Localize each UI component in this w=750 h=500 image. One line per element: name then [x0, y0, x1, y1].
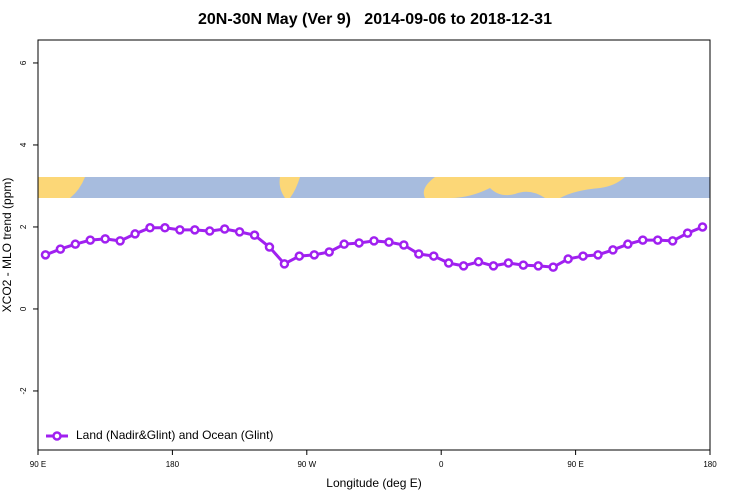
point: [682, 228, 693, 238]
point: [219, 224, 230, 234]
point: [548, 262, 558, 272]
y-tick-label: 2: [19, 224, 28, 229]
point: [85, 235, 96, 245]
chart-title: 20N-30N May (Ver 9) 2014-09-06 to 2018-1…: [198, 11, 552, 28]
legend-label: Land (Nadir&Glint) and Ocean (Glint): [76, 428, 273, 442]
y-axis-label: XCO2 - MLO trend (ppm): [0, 178, 14, 313]
point: [593, 250, 603, 260]
y-tick-label: 4: [19, 142, 28, 147]
map-strip: [38, 177, 710, 198]
point: [294, 251, 305, 261]
point: [488, 261, 499, 271]
point: [354, 238, 364, 248]
point: [100, 234, 110, 244]
point: [518, 260, 529, 270]
x-tick-label: 90 E: [30, 460, 46, 469]
point: [130, 229, 140, 239]
point: [667, 236, 678, 246]
point: [40, 250, 51, 260]
point: [473, 257, 484, 267]
y-tick-label: -2: [19, 387, 28, 395]
point: [697, 222, 708, 232]
point: [279, 259, 290, 269]
point: [70, 239, 81, 249]
x-axis-label: Longitude (deg E): [326, 476, 421, 490]
point: [578, 251, 588, 261]
point: [652, 235, 663, 245]
x-tick-label: 0: [439, 460, 444, 469]
point: [563, 254, 573, 264]
point: [533, 261, 544, 271]
point: [503, 258, 514, 268]
y-tick-label: 6: [19, 60, 28, 65]
point: [623, 239, 633, 249]
point: [458, 261, 469, 271]
point: [55, 244, 66, 254]
point: [384, 237, 394, 247]
point: [204, 226, 215, 236]
x-tick-label: 180: [166, 460, 180, 469]
y-tick-label: 0: [19, 306, 28, 311]
plot-frame: [37, 39, 711, 451]
legend-marker: [52, 431, 62, 441]
point: [369, 236, 379, 246]
point: [234, 227, 245, 237]
point: [175, 225, 185, 235]
point: [190, 225, 200, 235]
point: [160, 223, 170, 233]
x-tick-label: 90 W: [297, 460, 316, 469]
point: [339, 239, 349, 249]
point: [638, 235, 648, 245]
point: [414, 249, 424, 259]
line: [44, 225, 704, 269]
point: [264, 242, 275, 252]
x-tick-label: 90 E: [567, 460, 583, 469]
x-tick-label: 180: [703, 460, 717, 469]
point: [608, 245, 618, 255]
point: [399, 240, 409, 250]
point: [145, 223, 155, 233]
point: [249, 230, 260, 240]
point: [115, 236, 125, 246]
point: [443, 258, 454, 268]
point: [428, 251, 439, 261]
point: [324, 247, 334, 257]
point: [309, 250, 320, 260]
